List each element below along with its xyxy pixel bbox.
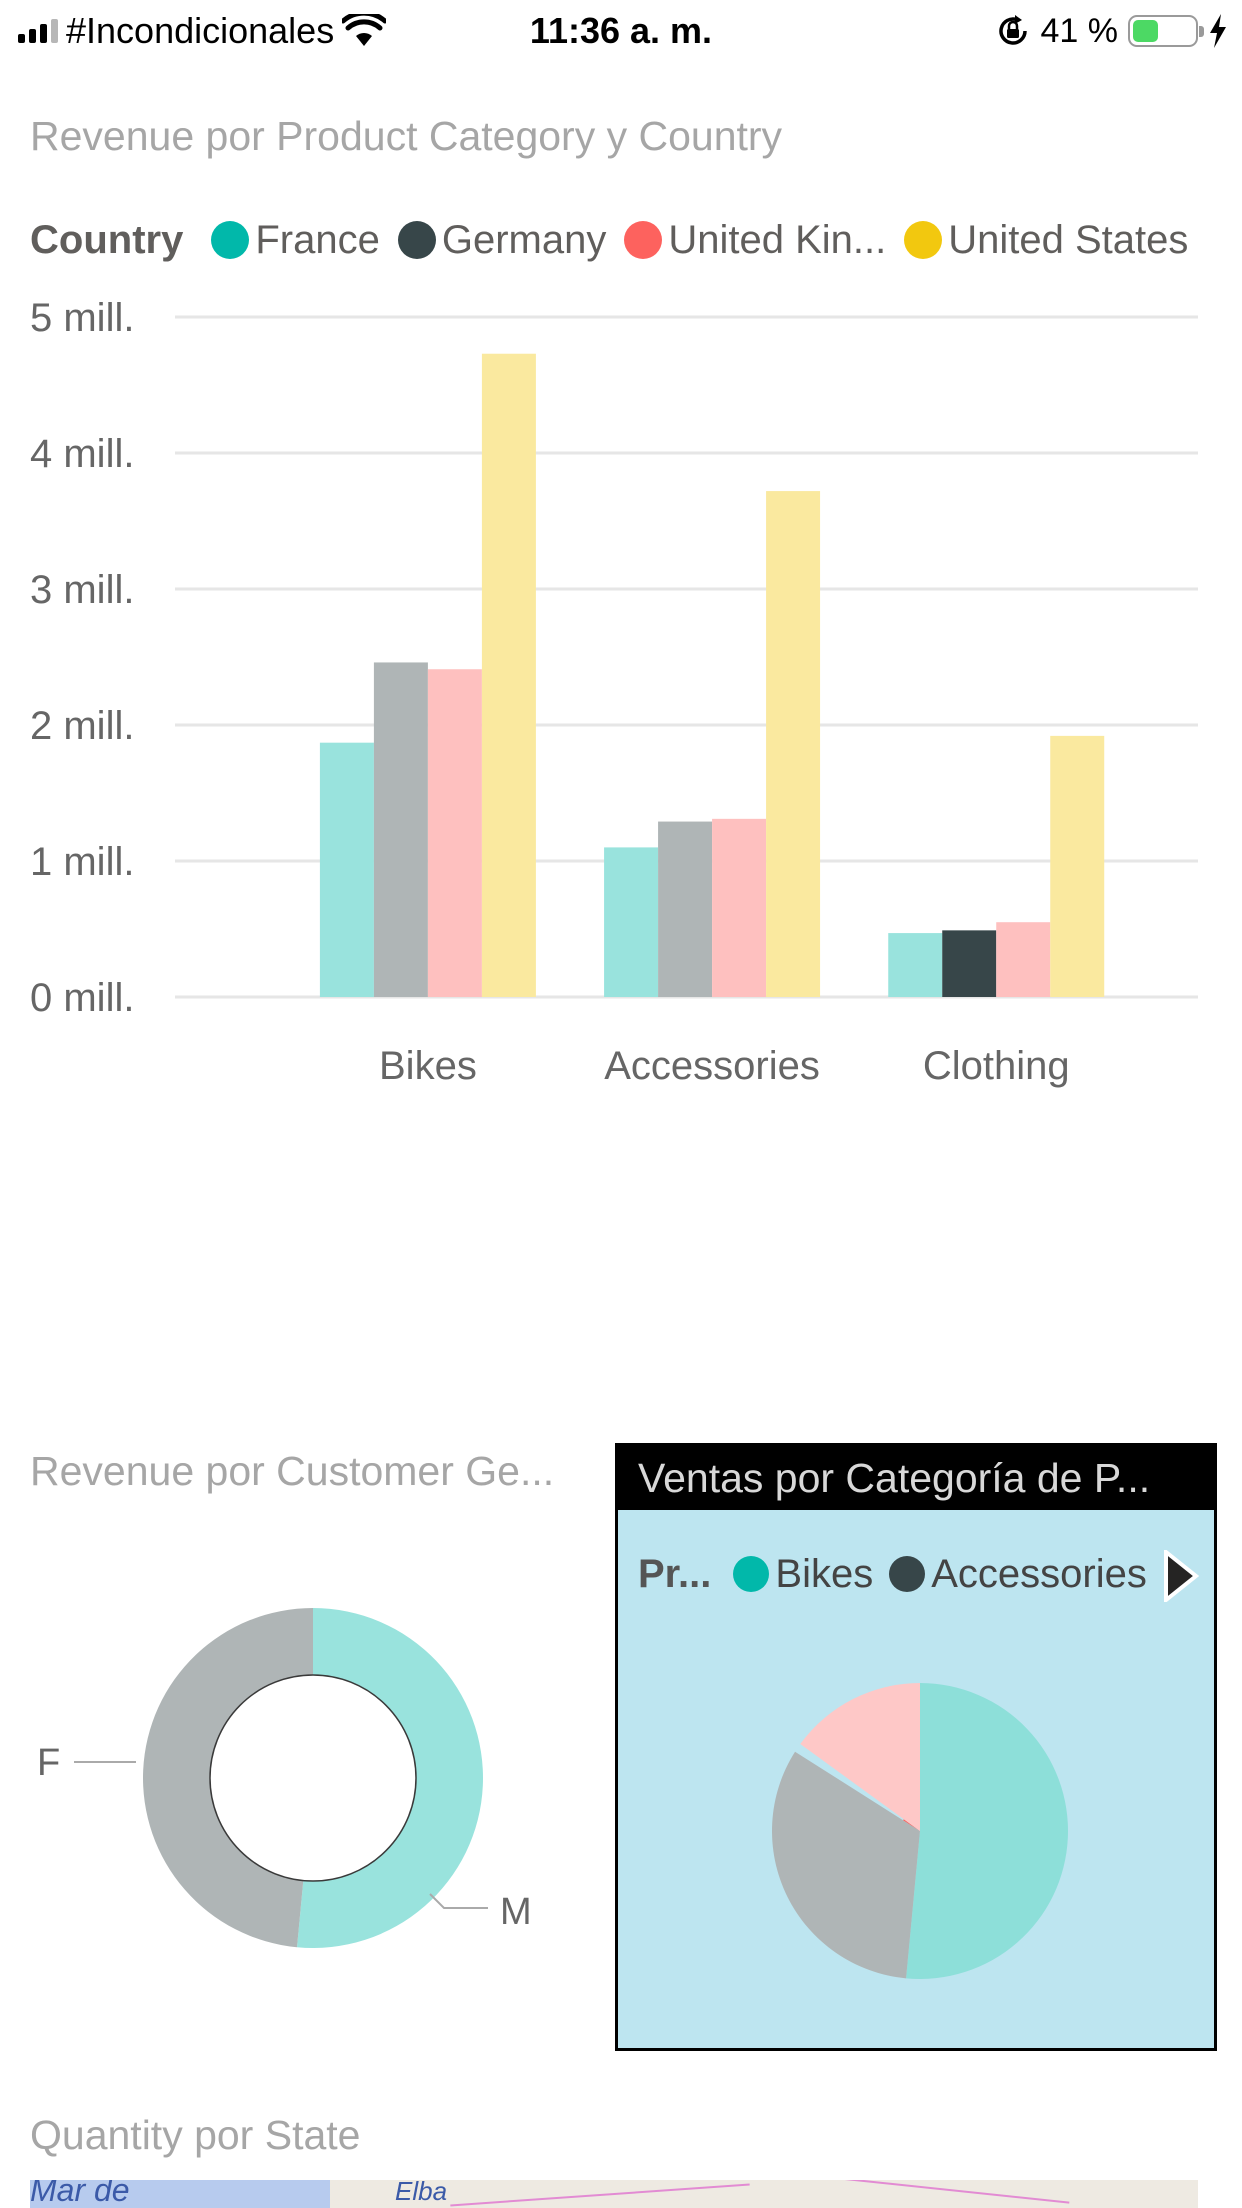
signal-icon [18,19,58,43]
bar-chart[interactable]: 0 mill. 1 mill. 2 mill. 3 mill. 4 mill. 5 mil… [0,280,1242,1380]
donut-slice [142,1608,313,1948]
legend-item-bikes[interactable]: Bikes [733,1552,873,1597]
bar [888,933,943,997]
orientation-lock-icon [998,15,1027,45]
y-tick-label: 2 mill. [30,704,134,748]
bar [712,818,767,997]
pie-slice [903,1819,920,1831]
map[interactable]: Mar de Elba [30,2180,1198,2208]
bar [373,662,428,997]
bar-chart-legend: Country France Germany United Kin... Uni… [30,212,1206,268]
legend-item-accessories[interactable]: Accessories [889,1552,1147,1597]
leader-line [429,1893,488,1909]
wifi-icon [342,14,387,46]
y-tick-label: 5 mill. [30,296,134,340]
donut-chart[interactable]: MF [0,1520,600,2000]
legend-dot-icon [211,221,250,259]
legend-dot-icon [889,1556,926,1592]
donut-slice [297,1608,483,1948]
legend-dot-icon [397,221,436,259]
y-tick-label: 1 mill. [30,840,134,884]
legend-label: France [255,217,380,262]
status-bar: #Incondicionales 11:36 a. m. 41 % [0,0,1242,62]
legend-item-united-states[interactable]: United States [904,218,1188,263]
bar [604,847,659,997]
map-title[interactable]: Quantity por State [30,2112,361,2158]
legend-item-france[interactable]: France [211,218,380,263]
legend-label: United States [948,217,1189,262]
charging-icon [1210,14,1226,48]
legend-dot-icon [624,221,663,259]
pie-chart[interactable] [618,1446,1217,2051]
status-time: 11:36 a. m. [529,10,713,51]
bar [481,353,536,998]
legend-title: Pr... [638,1551,712,1596]
legend-item-germany[interactable]: Germany [397,217,607,263]
bar [427,669,482,997]
y-tick-label: 3 mill. [30,568,134,612]
status-right: 41 % [995,8,1229,54]
chevron-right-icon[interactable] [1160,1550,1200,1602]
donut-hole [209,1674,417,1882]
bar [1050,735,1105,997]
bar-chart-title[interactable]: Revenue por Product Category y Country [30,113,783,159]
bar [658,821,713,997]
map-label: Mar de [30,2180,130,2208]
legend-dot-icon [733,1556,770,1592]
donut-chart-title[interactable]: Revenue por Customer Ge... [30,1448,555,1494]
pie-chart-title[interactable]: Ventas por Categoría de P... [618,1446,1214,1510]
battery-icon [1128,15,1204,47]
legend-item-united-kingdom[interactable]: United Kin... [624,218,886,263]
battery-percent: 41 % [1040,11,1119,50]
map-label: Elba [395,2180,448,2206]
bar [942,930,997,997]
donut-label: M [500,1891,532,1933]
legend-label: Accessories [931,1551,1147,1596]
carrier-name: #Incondicionales [66,10,335,51]
legend-label: Germany [441,217,607,262]
x-tick-label: Clothing [923,1044,1070,1088]
legend-label: Bikes [775,1551,874,1596]
pie-chart-legend: Pr... Bikes Accessories [638,1546,1163,1602]
x-tick-label: Bikes [379,1044,477,1088]
pie-slice [800,1683,920,1831]
bar [319,742,374,997]
donut-label: F [37,1742,60,1784]
y-tick-label: 4 mill. [30,432,134,476]
legend-label: United Kin... [668,217,887,262]
x-tick-label: Accessories [604,1044,820,1088]
legend-dot-icon [904,221,943,259]
bar [996,922,1051,997]
pie-slice [906,1683,1068,1979]
y-tick-label: 0 mill. [30,976,134,1020]
bar [766,491,821,997]
legend-title: Country [30,217,184,262]
status-left: #Incondicionales [18,8,387,54]
pie-chart-card[interactable]: Ventas por Categoría de P... Pr... Bikes… [615,1443,1217,2051]
pie-slice [771,1751,920,1979]
